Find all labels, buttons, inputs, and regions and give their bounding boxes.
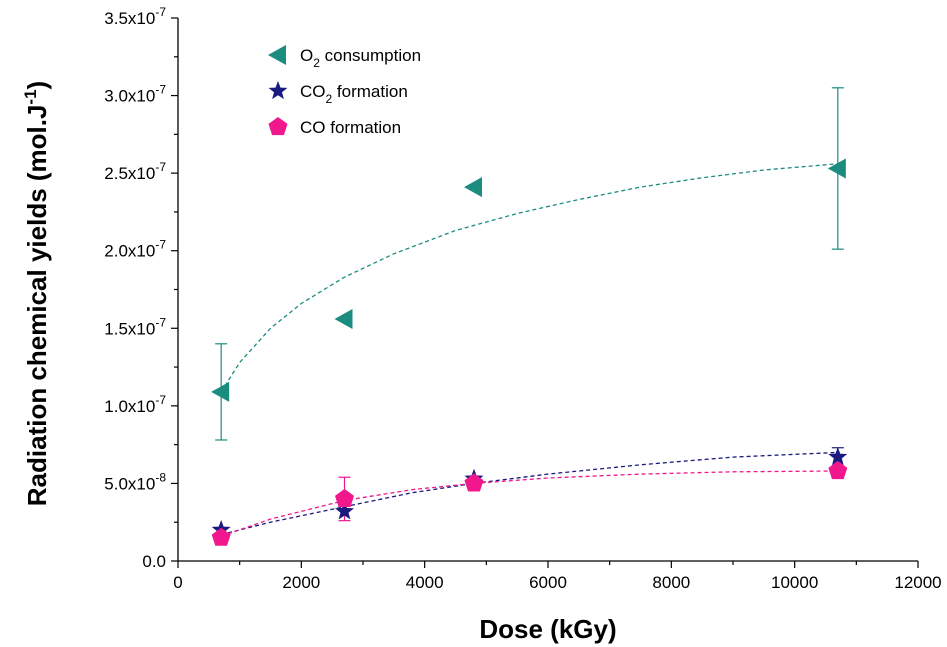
y-tick-label: 3.5x10-7 (104, 5, 166, 28)
legend-marker (268, 45, 286, 65)
x-tick-label: 4000 (406, 573, 444, 592)
data-point (827, 158, 846, 179)
x-tick-label: 0 (173, 573, 182, 592)
fit-curves (220, 163, 838, 537)
y-tick-label: 5.0x10-8 (104, 470, 166, 493)
y-tick-label: 2.0x10-7 (104, 238, 166, 261)
data-point (211, 527, 231, 546)
legend-marker (268, 81, 288, 100)
x-tick-label: 8000 (652, 573, 690, 592)
fit-curve (221, 451, 838, 536)
legend-entry: CO2 formation (300, 82, 408, 106)
x-axis-title: Dose (kGy) (479, 614, 616, 644)
x-tick-label: 12000 (894, 573, 941, 592)
x-tick-label: 6000 (529, 573, 567, 592)
data-markers (211, 158, 848, 546)
legend-entry: CO formation (300, 118, 401, 137)
data-point (335, 488, 354, 507)
legend-entry: O2 consumption (300, 46, 421, 70)
axes: 0 2000 4000 6000 8000 10000 12000 0.0 5.0x10-8 1.… (104, 5, 941, 592)
x-tick-label: 10000 (771, 573, 818, 592)
legend-marker (268, 117, 288, 136)
y-tick-label: 0.0 (142, 552, 166, 571)
data-point (828, 447, 848, 466)
fit-curve (220, 470, 838, 537)
data-point (335, 501, 354, 520)
y-axis-title: Radiation chemical yields (mol.J-1) (21, 81, 52, 506)
legend: O2 consumption CO2 formation CO formation (268, 45, 421, 137)
y-tick-label: 3.0x10-7 (104, 83, 166, 106)
data-point (828, 461, 848, 480)
axis-titles: Dose (kGy) Radiation chemical yields (mol… (21, 81, 617, 644)
y-tick-label: 2.5x10-7 (104, 160, 166, 183)
x-tick-label: 2000 (282, 573, 320, 592)
y-tick-label: 1.5x10-7 (104, 315, 166, 338)
data-point (211, 381, 230, 402)
data-point (464, 177, 482, 198)
data-point (464, 473, 484, 492)
y-tick-label: 1.0x10-7 (104, 393, 166, 416)
fit-curve (220, 163, 838, 393)
data-point (334, 308, 353, 329)
